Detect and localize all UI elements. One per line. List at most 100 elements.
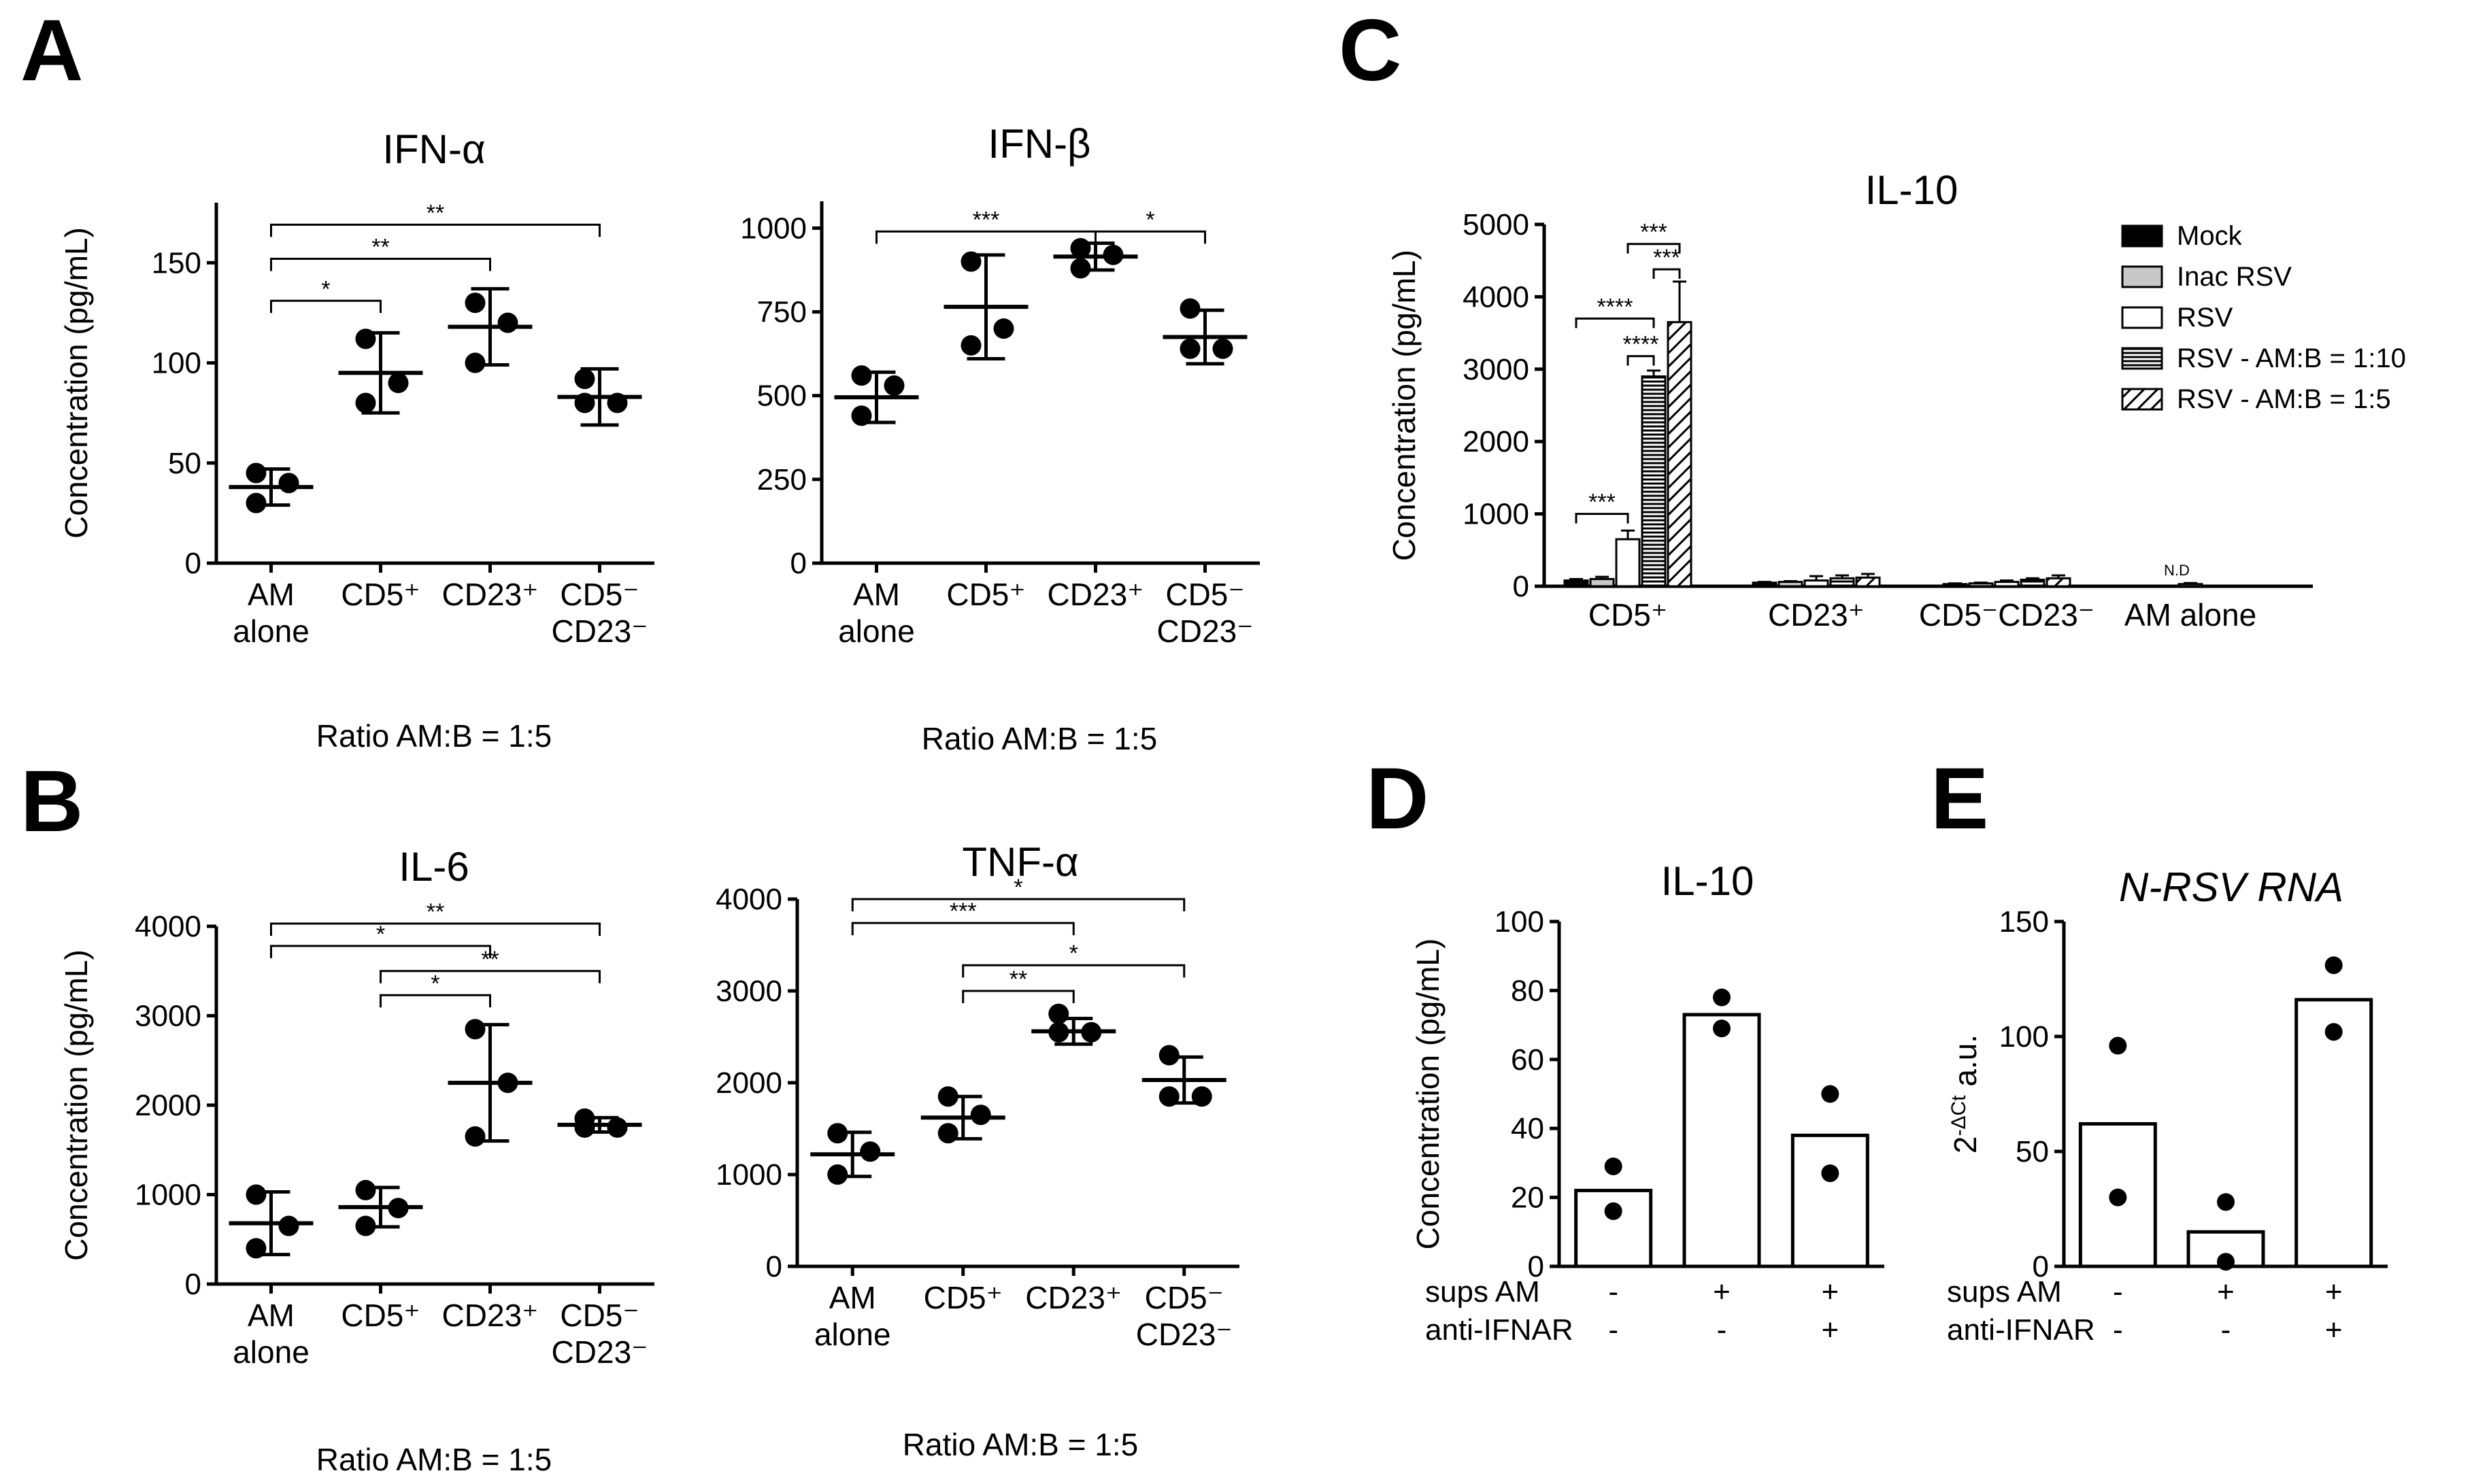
y-tick-label: 100 xyxy=(152,347,201,380)
condition-value: + xyxy=(2325,1313,2343,1347)
significance-label: ** xyxy=(427,200,444,226)
significance-label: **** xyxy=(1623,332,1659,358)
significance-bracket xyxy=(851,922,1075,936)
significance-label: ** xyxy=(371,234,389,260)
data-point xyxy=(1604,1202,1622,1220)
condition-value: + xyxy=(1713,1275,1731,1309)
y-tick-label: 150 xyxy=(152,246,201,280)
data-point xyxy=(465,352,486,373)
significance-label: * xyxy=(1146,207,1154,233)
significance-bracket xyxy=(851,898,1186,911)
condition-label: anti-IFNAR xyxy=(1425,1313,1573,1347)
data-point xyxy=(1048,1022,1069,1043)
x-tick-label: alone xyxy=(838,613,915,649)
data-point xyxy=(355,392,376,414)
legend-label: RSV xyxy=(2177,303,2233,333)
panel-label-c: C xyxy=(1339,2,1401,99)
data-point xyxy=(465,292,486,314)
condition-label: sups AM xyxy=(1425,1275,1540,1309)
x-tick-label: CD5⁺ xyxy=(341,577,420,612)
bar xyxy=(1790,1133,1869,1268)
x-tick-label: AM xyxy=(248,577,295,612)
y-axis-label: Concentration (pg/mL) xyxy=(59,227,94,539)
data-point xyxy=(388,1198,409,1219)
bar xyxy=(1641,375,1667,588)
bar xyxy=(2186,1230,2265,1268)
x-tick-label: CD23⁺ xyxy=(1025,1280,1122,1315)
significance-label: *** xyxy=(1588,490,1616,516)
bar xyxy=(1803,579,1829,588)
chart-title: IL-10 xyxy=(1661,858,1754,904)
data-point xyxy=(2324,1023,2343,1041)
y-tick-label: 0 xyxy=(790,547,807,580)
data-point xyxy=(1180,338,1201,359)
x-tick-label: CD23⁻ xyxy=(552,1334,648,1370)
significance-label: ** xyxy=(1009,966,1027,992)
y-tick-label: 4000 xyxy=(135,910,201,943)
y-tick-label: 0 xyxy=(1528,1250,1544,1283)
data-point xyxy=(884,375,905,396)
data-point xyxy=(1713,988,1731,1007)
y-tick-label: 3000 xyxy=(1463,353,1529,386)
y-tick-label: 80 xyxy=(1511,974,1544,1007)
significance-label: * xyxy=(321,276,330,302)
data-point xyxy=(961,251,982,272)
significance-label: *** xyxy=(973,207,1000,233)
data-point xyxy=(827,1164,848,1185)
data-point xyxy=(2324,956,2343,975)
condition-value: + xyxy=(2325,1275,2343,1309)
significance-bracket xyxy=(1652,268,1681,279)
data-point xyxy=(574,392,595,414)
data-point xyxy=(246,1238,267,1259)
condition-value: - xyxy=(1608,1313,1618,1347)
legend-swatch xyxy=(2121,224,2163,248)
data-point xyxy=(2217,1253,2235,1271)
data-point xyxy=(607,1117,628,1138)
legend-label: Inac RSV xyxy=(2177,262,2292,292)
x-tick-label: CD5⁺ xyxy=(1588,597,1667,633)
significance-bracket xyxy=(1095,230,1206,244)
condition-value: + xyxy=(2217,1275,2235,1309)
bar xyxy=(1682,1013,1761,1268)
data-point xyxy=(1180,298,1201,319)
legend-swatch xyxy=(2121,388,2163,411)
x-tick-label: CD5⁻ xyxy=(1165,577,1244,612)
condition-value: + xyxy=(1821,1313,1839,1347)
x-tick-label: CD23⁺ xyxy=(1048,577,1144,612)
data-point xyxy=(465,1126,486,1147)
y-tick-label: 2000 xyxy=(135,1089,201,1122)
x-axis-label: Ratio AM:B = 1:5 xyxy=(903,1427,1138,1462)
y-tick-label: 0 xyxy=(2033,1250,2049,1283)
y-tick-label: 4000 xyxy=(716,883,782,916)
bar xyxy=(2177,583,2203,588)
y-tick-label: 50 xyxy=(2016,1135,2049,1168)
significance-bracket xyxy=(270,945,491,958)
y-tick-label: 1000 xyxy=(1463,498,1529,531)
y-tick-label: 2000 xyxy=(1463,425,1529,458)
data-point xyxy=(827,1123,848,1144)
bar xyxy=(1829,577,1855,588)
significance-bracket xyxy=(380,994,491,1008)
data-point xyxy=(497,1073,518,1094)
significance-bracket xyxy=(1575,317,1655,328)
legend-swatch xyxy=(2121,306,2163,329)
data-point xyxy=(1158,1086,1180,1107)
data-point xyxy=(607,392,628,414)
y-tick-label: 2000 xyxy=(716,1066,782,1100)
y-tick-label: 750 xyxy=(757,296,807,329)
x-tick-label: CD23⁺ xyxy=(1768,597,1865,633)
x-tick-label: CD5⁻ xyxy=(560,1298,639,1333)
legend-swatch xyxy=(2121,347,2163,370)
y-tick-label: 150 xyxy=(1999,905,2049,939)
data-point xyxy=(1604,1157,1622,1175)
significance-bracket xyxy=(270,922,601,937)
chart-title: N-RSV RNA xyxy=(2119,864,2343,910)
data-point xyxy=(1713,1019,1731,1038)
bar xyxy=(1994,581,2020,588)
y-tick-label: 0 xyxy=(1513,570,1529,603)
bar xyxy=(1855,576,1881,588)
x-tick-label: CD23⁻ xyxy=(1157,613,1254,649)
x-tick-label: CD5⁺ xyxy=(946,577,1025,612)
y-tick-label: 4000 xyxy=(1463,280,1529,314)
x-tick-label: CD23⁻ xyxy=(1136,1317,1233,1352)
